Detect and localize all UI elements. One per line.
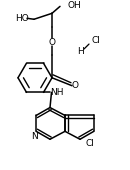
Text: O: O — [72, 81, 79, 90]
Text: Cl: Cl — [91, 36, 100, 45]
Text: OH: OH — [68, 1, 82, 10]
Text: HO: HO — [15, 14, 29, 23]
Text: Cl: Cl — [86, 139, 95, 148]
Text: NH: NH — [50, 88, 63, 97]
Text: O: O — [48, 38, 56, 47]
Text: N: N — [31, 132, 38, 141]
Text: H: H — [77, 47, 83, 56]
